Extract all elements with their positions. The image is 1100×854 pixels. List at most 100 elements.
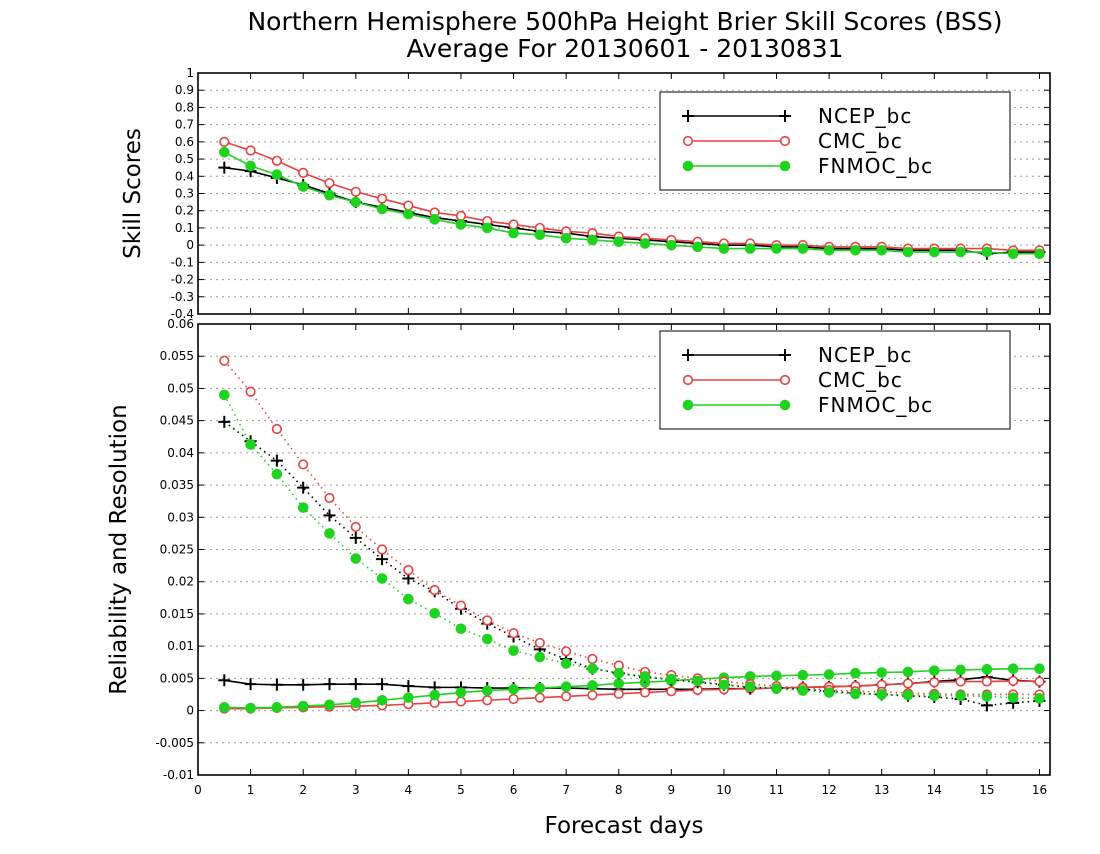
data-point-CMC_bc <box>587 653 598 665</box>
data-point-CMC_bc <box>455 210 467 221</box>
data-point-CMC_bc <box>271 155 282 166</box>
data-point-FNMOC_bc <box>876 689 888 700</box>
y-tick-label: 0.8 <box>175 100 194 114</box>
data-point-NCEP_bc <box>218 674 231 687</box>
data-point-CMC_bc <box>403 200 414 211</box>
y-tick-label: 0.04 <box>167 446 194 460</box>
data-point-CMC_bc <box>666 686 677 697</box>
data-point-FNMOC_bc <box>271 169 283 180</box>
data-point-FNMOC_bc <box>324 189 335 201</box>
data-point-FNMOC_bc <box>297 181 309 192</box>
data-point-FNMOC_bc <box>376 573 388 584</box>
data-point-NCEP_bc <box>323 678 336 691</box>
series-FNMOC_bc-reliability <box>218 663 1045 714</box>
data-point-FNMOC_bc <box>797 669 809 681</box>
series-line-FNMOC_bc <box>223 394 1040 700</box>
x-tick-label: 2 <box>299 783 307 797</box>
y-axis-title: Reliability and Resolution <box>106 404 132 694</box>
data-point-NCEP_bc <box>349 678 362 691</box>
data-point-FNMOC_bc <box>928 690 940 702</box>
data-point-FNMOC_bc <box>403 593 414 605</box>
data-point-FNMOC_bc <box>850 245 861 256</box>
data-point-CMC_bc <box>245 145 256 156</box>
y-tick-label: 0 <box>186 238 194 252</box>
y-tick-label: 0.005 <box>160 671 194 685</box>
data-point-FNMOC_bc <box>218 389 230 401</box>
data-point-FNMOC_bc <box>245 160 256 172</box>
y-tick-label: 0 <box>186 704 194 718</box>
data-point-FNMOC_bc <box>797 685 809 696</box>
legend-entry: NCEP_bc <box>682 343 912 367</box>
data-point-CMC_bc <box>324 492 335 504</box>
data-point-FNMOC_bc <box>560 681 572 693</box>
data-point-FNMOC_bc <box>666 673 677 685</box>
x-tick-label: 0 <box>194 783 202 797</box>
data-point-FNMOC_bc <box>823 669 835 680</box>
legend-marker <box>682 110 694 122</box>
data-point-NCEP_bc <box>323 509 336 522</box>
data-point-FNMOC_bc <box>560 658 572 669</box>
data-point-FNMOC_bc <box>429 214 440 225</box>
data-point-CMC_bc <box>561 691 572 702</box>
data-point-FNMOC_bc <box>666 239 677 251</box>
data-point-FNMOC_bc <box>613 667 625 679</box>
chart-title-line1: Northern Hemisphere 500hPa Height Brier … <box>247 7 1002 36</box>
data-point-CMC_bc <box>534 692 545 703</box>
chart-title-line2: Average For 20130601 - 20130831 <box>406 34 843 63</box>
data-point-CMC_bc <box>587 690 598 701</box>
data-point-NCEP_bc <box>297 678 310 691</box>
data-point-FNMOC_bc <box>797 243 809 254</box>
data-point-NCEP_bc <box>244 678 257 691</box>
y-tick-label: 0.045 <box>160 414 194 428</box>
x-tick-label: 1 <box>247 783 255 797</box>
legend-marker <box>779 374 791 386</box>
series-CMC_bc-reliability <box>219 675 1045 714</box>
legend-entry: FNMOC_bc <box>682 154 933 178</box>
data-point-FNMOC_bc <box>403 208 414 220</box>
y-tick-label: 0.055 <box>160 349 194 363</box>
data-point-FNMOC_bc <box>1007 692 1019 703</box>
y-axis-title: Skill Scores <box>120 128 146 259</box>
data-point-FNMOC_bc <box>692 241 703 253</box>
data-point-FNMOC_bc <box>376 694 388 706</box>
y-tick-label: 0.01 <box>167 639 194 653</box>
legend-marker <box>779 160 791 172</box>
data-point-CMC_bc <box>508 693 519 705</box>
data-point-NCEP_bc <box>270 678 283 691</box>
data-point-CMC_bc <box>324 178 335 189</box>
data-point-NCEP_bc <box>218 415 231 428</box>
data-point-FNMOC_bc <box>481 633 493 645</box>
x-tick-label: 11 <box>769 783 784 797</box>
data-point-FNMOC_bc <box>324 699 335 711</box>
legend-marker <box>682 374 694 386</box>
data-point-FNMOC_bc <box>613 678 625 689</box>
plot-frame <box>197 72 1051 315</box>
legend-entry: FNMOC_bc <box>682 393 932 417</box>
data-point-NCEP_bc <box>376 678 389 691</box>
data-point-FNMOC_bc <box>218 146 230 158</box>
data-point-FNMOC_bc <box>350 196 362 208</box>
data-point-FNMOC_bc <box>876 667 888 678</box>
data-point-CMC_bc <box>639 687 651 698</box>
data-point-NCEP_bc <box>218 161 231 174</box>
data-point-NCEP_bc <box>297 481 310 494</box>
legend-label: FNMOC_bc <box>818 154 933 178</box>
y-tick-label: 0.2 <box>175 204 194 218</box>
x-tick-label: 12 <box>821 783 836 797</box>
data-point-FNMOC_bc <box>271 702 283 713</box>
legend-entry: CMC_bc <box>682 129 902 153</box>
x-tick-label: 4 <box>405 783 413 797</box>
legend-marker <box>779 399 791 411</box>
x-tick-label: 8 <box>615 783 623 797</box>
legend-label: NCEP_bc <box>818 343 912 367</box>
y-tick-label: -0.01 <box>163 768 194 782</box>
data-point-FNMOC_bc <box>692 675 703 687</box>
data-point-FNMOC_bc <box>245 702 256 714</box>
data-point-CMC_bc <box>403 565 414 576</box>
y-tick-label: 0.7 <box>175 118 194 132</box>
data-point-FNMOC_bc <box>587 680 598 691</box>
data-point-CMC_bc <box>902 678 914 689</box>
